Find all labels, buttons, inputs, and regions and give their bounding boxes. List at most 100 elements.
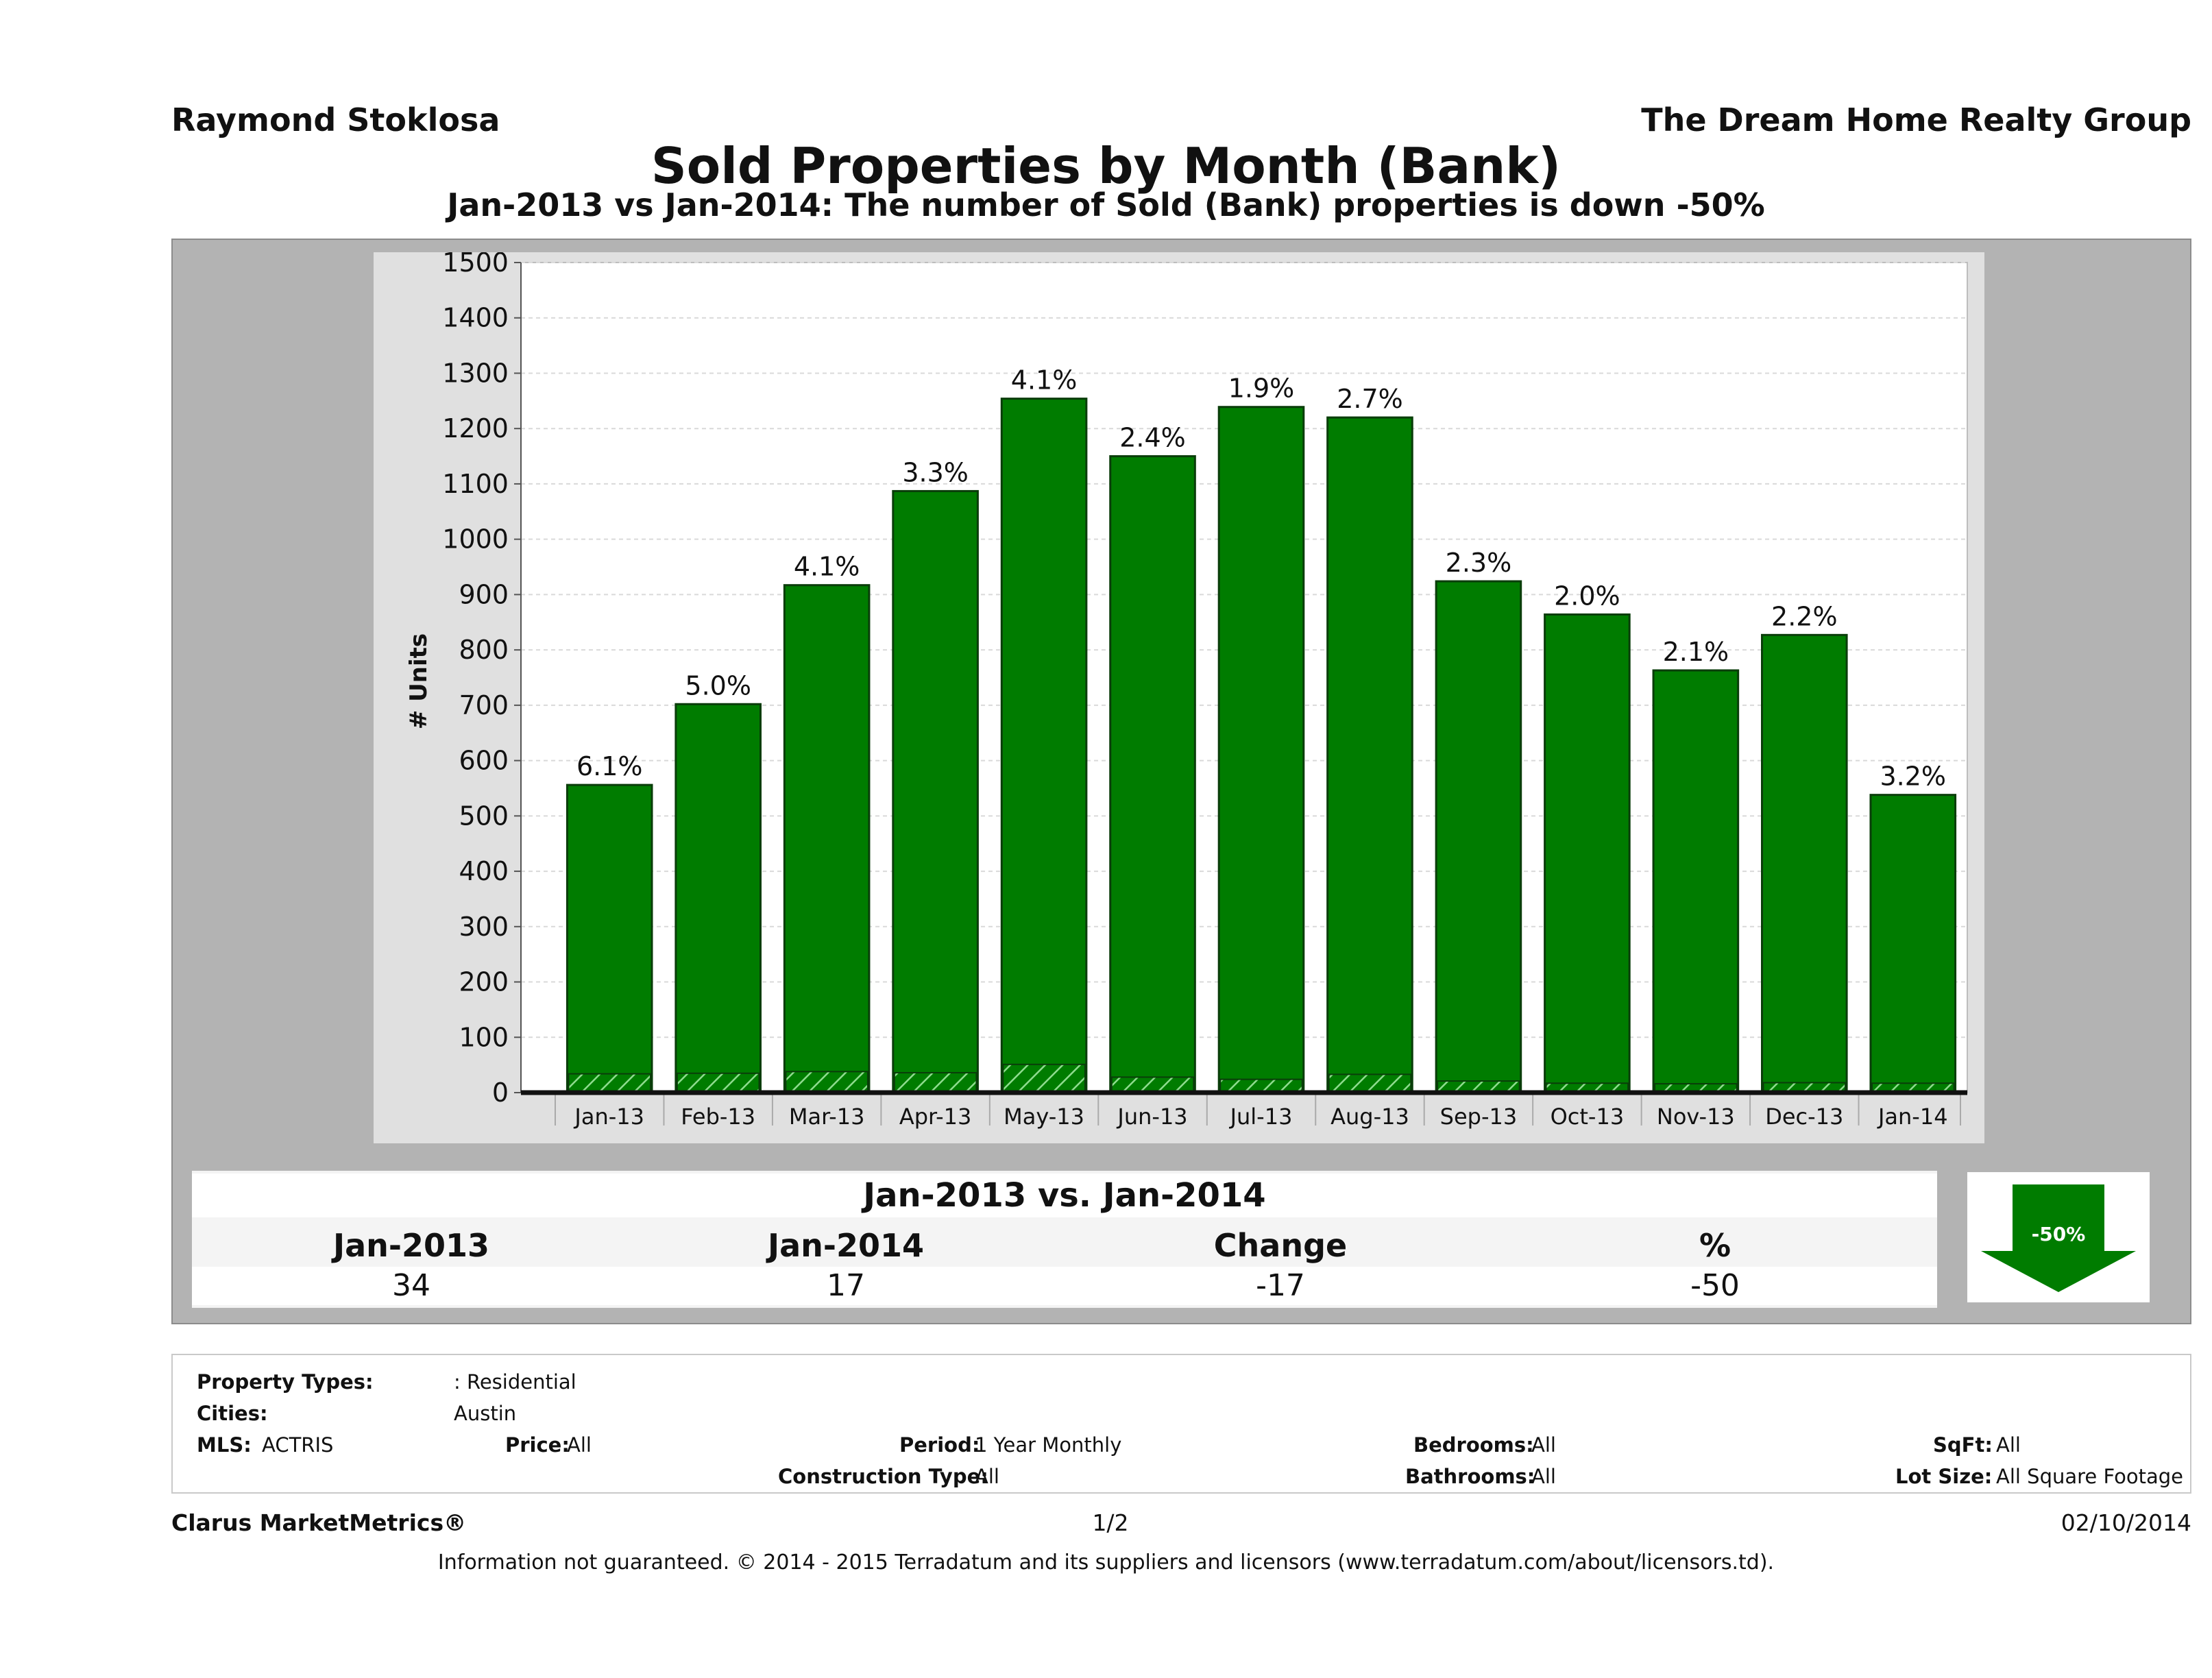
summary-value-row bbox=[192, 1267, 1937, 1305]
bars: 6.1% 5.0% 4.1% 3.3% 4.1% 2.4% 1.9% 2.7% 2.3% 2.0%… bbox=[566, 365, 1957, 1094]
bar-hatched bbox=[785, 1071, 868, 1093]
summary-value-jan2013: 34 bbox=[392, 1268, 430, 1303]
property-types-value: : Residential bbox=[454, 1370, 576, 1394]
bar-chart: 0 100 200 300 400 500 600 700 800 900 1000 1100 1200… bbox=[405, 252, 1968, 1130]
y-tick-label: 900 bbox=[459, 579, 509, 609]
data-label: 2.1% bbox=[1663, 637, 1729, 667]
construction-type-value: All bbox=[975, 1465, 999, 1488]
x-tick-label: Sep-13 bbox=[1440, 1104, 1518, 1130]
bar bbox=[783, 584, 871, 1094]
lot-size-label: Lot Size: bbox=[1895, 1465, 1993, 1488]
data-label: 2.4% bbox=[1119, 423, 1186, 453]
data-label: 3.2% bbox=[1880, 762, 1946, 792]
x-tick-label: Apr-13 bbox=[899, 1104, 972, 1130]
bar-hatched bbox=[1002, 1063, 1086, 1094]
change-indicator: -50% bbox=[1967, 1172, 2150, 1302]
y-tick-label: 400 bbox=[459, 856, 509, 886]
property-types-label: Property Types: bbox=[197, 1370, 374, 1394]
bathrooms-label: Bathrooms: bbox=[1405, 1465, 1535, 1488]
summary-header-jan2014: Jan-2014 bbox=[767, 1227, 925, 1264]
x-tick-label: Jul-13 bbox=[1229, 1104, 1293, 1130]
y-tick-label: 0 bbox=[492, 1078, 509, 1108]
bar bbox=[1000, 398, 1088, 1094]
bar bbox=[1109, 455, 1196, 1094]
sqft-label: SqFt: bbox=[1933, 1433, 1993, 1457]
x-tick-label: May-13 bbox=[1004, 1104, 1084, 1130]
price-label: Price: bbox=[505, 1433, 570, 1457]
y-tick-label: 1300 bbox=[442, 358, 509, 388]
bar bbox=[892, 489, 979, 1094]
y-tick-label: 200 bbox=[459, 967, 509, 997]
period-value: 1 Year Monthly bbox=[975, 1433, 1122, 1457]
bar-hatched bbox=[676, 1072, 760, 1093]
period-label: Period: bbox=[899, 1433, 980, 1457]
y-tick-label: 700 bbox=[459, 690, 509, 720]
bedrooms-value: All bbox=[1531, 1433, 1556, 1457]
x-tick-label: Aug-13 bbox=[1330, 1104, 1409, 1130]
summary-value-change: -17 bbox=[1256, 1268, 1305, 1303]
filters-panel: Property Types: : Residential Cities: Au… bbox=[171, 1354, 2191, 1494]
data-label: 2.3% bbox=[1446, 548, 1512, 578]
lot-size-value: All Square Footage bbox=[1996, 1465, 2184, 1488]
bar bbox=[1326, 416, 1413, 1094]
x-tick-label: Jun-13 bbox=[1116, 1104, 1187, 1130]
bar bbox=[1544, 613, 1631, 1094]
data-label: 4.1% bbox=[794, 552, 860, 582]
y-tick-label: 1100 bbox=[442, 469, 509, 499]
footer-brand: Clarus MarketMetrics® bbox=[171, 1509, 467, 1536]
down-arrow-icon: -50% bbox=[1981, 1184, 2136, 1292]
change-badge-label: -50% bbox=[2032, 1223, 2086, 1245]
mls-value: ACTRIS bbox=[262, 1433, 334, 1457]
summary-header-change: Change bbox=[1213, 1227, 1348, 1264]
x-tick-label: Dec-13 bbox=[1765, 1104, 1843, 1130]
data-label: 2.7% bbox=[1337, 384, 1403, 414]
y-tick-label: 500 bbox=[459, 801, 509, 831]
cities-label: Cities: bbox=[197, 1402, 268, 1425]
data-label: 3.3% bbox=[902, 457, 969, 487]
x-axis-ticks: Jan-13 Feb-13 Mar-13 Apr-13 May-13 Jun-13 Jul-… bbox=[521, 1090, 1967, 1130]
construction-type-label: Construction Type: bbox=[778, 1465, 988, 1488]
summary-value-jan2014: 17 bbox=[827, 1268, 865, 1303]
data-label: 5.0% bbox=[685, 670, 751, 701]
disclaimer: Information not guaranteed. © 2014 - 201… bbox=[437, 1551, 1775, 1574]
summary-value-percent: -50 bbox=[1690, 1268, 1740, 1303]
bar bbox=[1652, 669, 1740, 1094]
bedrooms-label: Bedrooms: bbox=[1413, 1433, 1534, 1457]
agent-name: Raymond Stoklosa bbox=[171, 101, 500, 138]
y-tick-label: 1400 bbox=[442, 303, 509, 333]
y-tick-label: 300 bbox=[459, 912, 509, 942]
y-axis-label: # Units bbox=[405, 633, 433, 729]
data-label: 2.2% bbox=[1771, 601, 1838, 631]
chart-subtitle: Jan-2013 vs Jan-2014: The number of Sold… bbox=[447, 186, 1765, 223]
data-label: 6.1% bbox=[576, 751, 643, 781]
x-tick-label: Oct-13 bbox=[1551, 1104, 1625, 1130]
y-tick-label: 1500 bbox=[442, 252, 509, 278]
y-tick-label: 100 bbox=[459, 1022, 509, 1052]
data-label: 4.1% bbox=[1011, 365, 1078, 396]
bathrooms-value: All bbox=[1531, 1465, 1556, 1488]
price-value: All bbox=[567, 1433, 592, 1457]
data-label: 1.9% bbox=[1228, 374, 1295, 404]
sqft-value: All bbox=[1996, 1433, 2021, 1457]
mls-label: MLS: bbox=[197, 1433, 252, 1457]
bar bbox=[1869, 794, 1957, 1094]
y-tick-label: 600 bbox=[459, 746, 509, 776]
y-tick-label: 1000 bbox=[442, 524, 509, 555]
x-tick-label: Jan-13 bbox=[573, 1104, 644, 1130]
summary-header-jan2013: Jan-2013 bbox=[332, 1227, 490, 1264]
summary-title: Jan-2013 vs. Jan-2014 bbox=[192, 1174, 1937, 1217]
y-tick-label: 1200 bbox=[442, 413, 509, 443]
chart-title: Sold Properties by Month (Bank) bbox=[651, 137, 1561, 195]
summary-header-percent: % bbox=[1699, 1227, 1731, 1264]
data-label: 2.0% bbox=[1554, 581, 1620, 611]
x-tick-label: Feb-13 bbox=[681, 1104, 755, 1130]
x-tick-label: Mar-13 bbox=[789, 1104, 865, 1130]
y-axis-ticks: 0 100 200 300 400 500 600 700 800 900 1000 1100 1200… bbox=[442, 252, 522, 1108]
x-tick-label: Nov-13 bbox=[1657, 1104, 1735, 1130]
company-name: The Dream Home Realty Group bbox=[1641, 101, 2191, 138]
bar bbox=[566, 783, 653, 1094]
bar bbox=[674, 703, 762, 1094]
page-number: 1/2 bbox=[1092, 1509, 1129, 1536]
bar bbox=[1435, 580, 1522, 1094]
y-tick-label: 800 bbox=[459, 635, 509, 665]
